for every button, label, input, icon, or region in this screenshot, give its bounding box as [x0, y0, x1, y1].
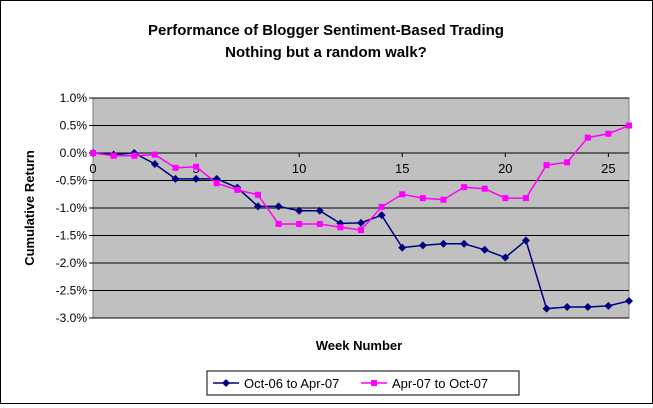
data-point [213, 180, 220, 187]
y-tick-label: -3.0% [56, 311, 88, 325]
data-point [399, 191, 406, 198]
y-tick-label: -1.0% [56, 201, 88, 215]
data-point [563, 303, 572, 311]
data-point [521, 236, 530, 245]
data-point [151, 151, 158, 158]
legend-label-series-2: Apr-07 to Oct-07 [392, 376, 488, 391]
y-tick-label: 0.0% [60, 146, 88, 160]
data-point [275, 220, 282, 227]
data-point [90, 150, 96, 156]
data-point [378, 203, 385, 210]
data-point [296, 220, 303, 227]
data-point [358, 227, 364, 233]
data-point [110, 152, 117, 159]
data-point [440, 196, 447, 203]
data-point [131, 152, 138, 159]
data-point [543, 162, 550, 169]
data-point [172, 164, 179, 171]
y-axis-label: Cumulative Return [22, 150, 37, 266]
data-point [234, 186, 241, 193]
data-point [460, 239, 469, 248]
x-tick-label: 0 [89, 161, 96, 176]
series-layer [89, 122, 633, 313]
data-point [171, 174, 180, 183]
data-point [542, 304, 551, 313]
x-tick-label: 25 [601, 161, 615, 176]
x-tick-label: 10 [292, 161, 306, 176]
data-point [253, 202, 262, 211]
y-tick-label: -2.0% [56, 256, 88, 270]
data-point [605, 130, 612, 137]
series-2 [90, 122, 632, 233]
x-axis-label: Week Number [316, 338, 402, 353]
y-tick-label: -1.5% [56, 229, 88, 243]
x-tick-label: 20 [498, 161, 512, 176]
data-point [461, 184, 468, 191]
data-point [522, 195, 529, 202]
data-point [295, 206, 304, 215]
chart-subtitle: Nothing but a random walk? [225, 44, 427, 61]
y-axis-ticks: 1.0% 0.5% 0.0% -0.5% -1.0% -1.5% -2.0% -2.5% -3.… [56, 91, 93, 325]
data-point [439, 239, 448, 248]
data-point [192, 174, 201, 183]
data-point [418, 241, 427, 250]
legend: Oct-06 to Apr-07 Apr-07 to Oct-07 [206, 370, 520, 396]
chart-title: Performance of Blogger Sentiment-Based T… [148, 22, 504, 39]
legend-label-series-1: Oct-06 to Apr-07 [244, 376, 339, 391]
data-point [150, 160, 159, 168]
y-tick-label: -2.5% [56, 284, 88, 298]
data-point [193, 163, 200, 170]
data-point [481, 185, 488, 192]
gridlines [93, 97, 629, 319]
legend-marker-series-1 [222, 379, 230, 387]
legend-marker-series-2 [371, 380, 377, 386]
data-point [564, 159, 571, 166]
data-point [315, 206, 324, 215]
y-tick-label: 0.5% [60, 119, 88, 133]
data-point [626, 122, 632, 129]
data-point [254, 191, 261, 198]
data-point [604, 301, 613, 310]
x-tick-label: 15 [395, 161, 409, 176]
data-point [501, 253, 510, 262]
y-tick-label: 1.0% [60, 91, 88, 105]
data-point [274, 202, 283, 211]
data-point [377, 211, 386, 220]
data-point [357, 218, 365, 227]
data-point [316, 220, 323, 227]
data-point [337, 224, 344, 231]
data-point [419, 195, 426, 202]
data-point [583, 303, 592, 311]
data-point [625, 296, 633, 305]
data-point [480, 245, 489, 254]
y-tick-label: -0.5% [56, 174, 88, 188]
data-point [502, 195, 509, 202]
data-point [584, 134, 591, 141]
data-point [398, 243, 407, 252]
